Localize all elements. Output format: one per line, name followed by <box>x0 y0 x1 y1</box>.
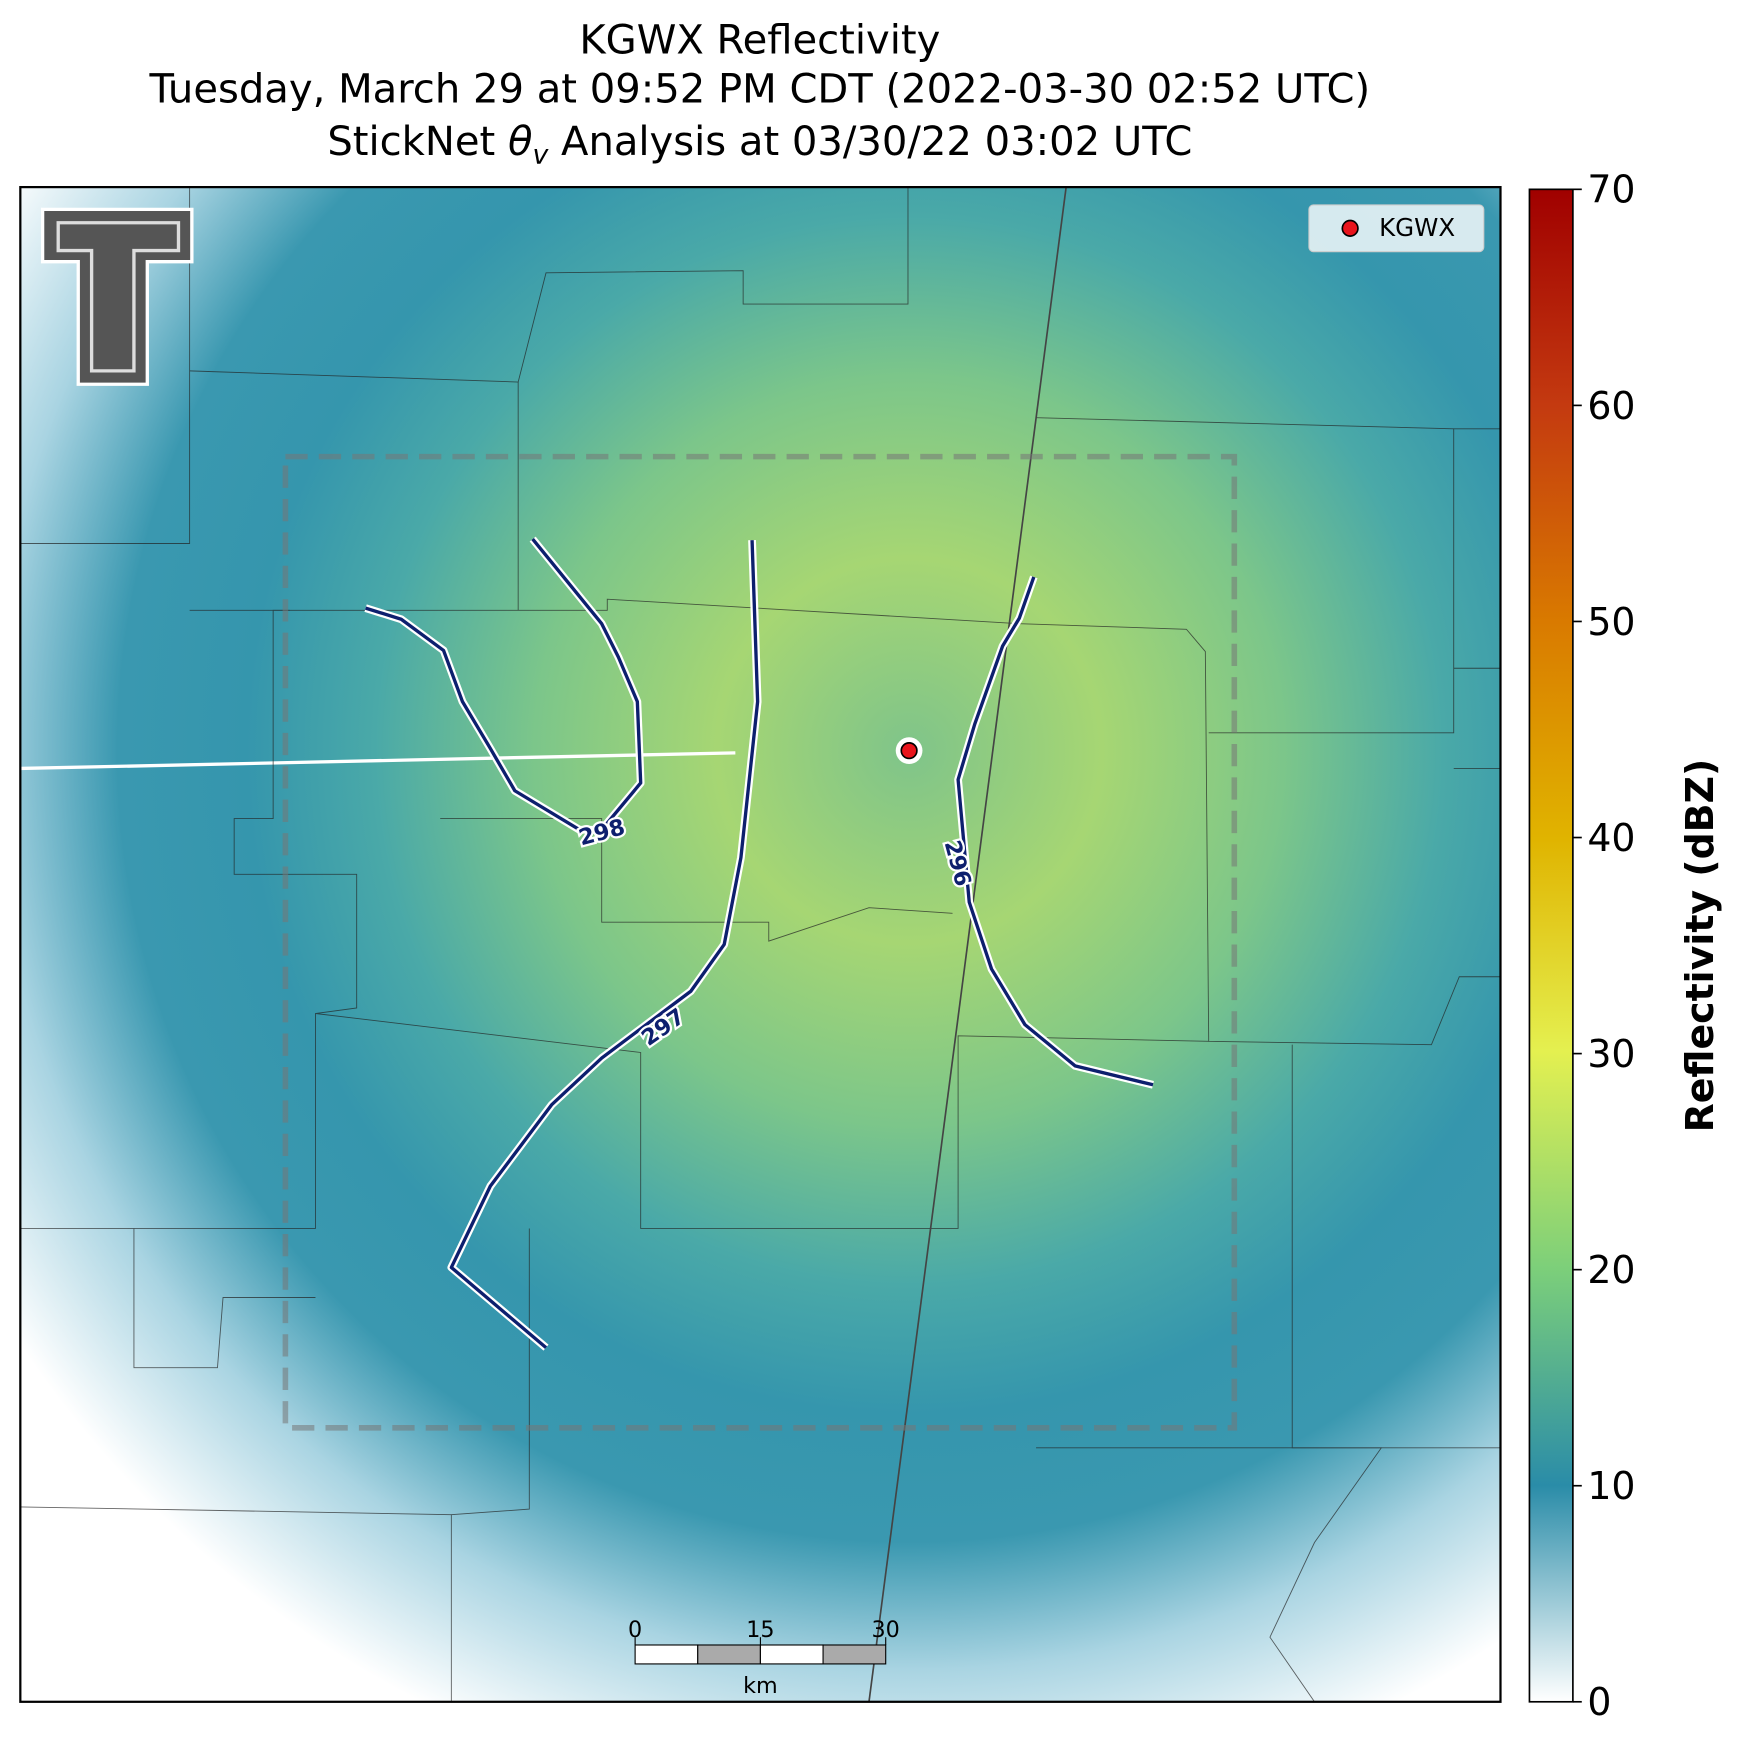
analysis-suffix: Analysis at 03/30/22 03:02 UTC <box>548 119 1192 165</box>
colorbar-tick-label: 70 <box>1587 168 1635 212</box>
analysis-prefix: StickNet <box>327 119 508 165</box>
colorbar-tick-label: 60 <box>1587 384 1635 428</box>
colorbar-tick-label: 20 <box>1587 1248 1635 1292</box>
scale-segment <box>697 1644 761 1665</box>
map-frame <box>19 185 1502 1703</box>
contours <box>364 536 1154 1351</box>
scale-segment <box>822 1644 887 1665</box>
scale-tick-label: 30 <box>872 1617 900 1643</box>
colorbar-tick-label: 30 <box>1587 1032 1635 1076</box>
colorbar-tick-label: 10 <box>1587 1464 1635 1508</box>
beam-blockage <box>20 751 736 771</box>
colorbar-axis: 0 10 20 30 40 50 60 70 <box>1572 168 1636 1724</box>
scale-unit: km <box>743 1673 778 1699</box>
colorbar-tick-label: 50 <box>1587 600 1635 644</box>
title: KGWX Reflectivity <box>579 17 940 63</box>
contour-line <box>449 540 760 1349</box>
county-lines <box>20 187 1501 1702</box>
scale-segment <box>759 1644 824 1665</box>
subtitle: Tuesday, March 29 at 09:52 PM CDT (2022-… <box>149 66 1371 112</box>
analysis-symbol: θ <box>508 119 533 165</box>
contour-line <box>365 537 643 832</box>
radar-site <box>900 742 918 760</box>
colorbar-tick-label: 0 <box>1587 1680 1611 1724</box>
scale-tick-label: 0 <box>628 1617 642 1643</box>
legend-marker <box>1341 219 1359 237</box>
analysis-title: StickNet θv Analysis at 03/30/22 03:02 U… <box>327 119 1192 171</box>
contour-label: 298 <box>576 814 628 851</box>
analysis-domain <box>282 453 1238 1431</box>
contour-line <box>956 576 1154 1087</box>
analysis-subscript: v <box>533 140 550 171</box>
colorbar-label: Reflectivity (dBZ) <box>1678 759 1722 1133</box>
radar-field <box>20 187 1501 1702</box>
logo <box>40 207 194 386</box>
colorbar <box>1528 188 1574 1703</box>
scale-bar: 0 15 30 km <box>628 1617 900 1699</box>
legend: KGWX <box>1308 204 1485 253</box>
highway <box>868 187 1067 1702</box>
legend-label: KGWX <box>1379 213 1455 242</box>
scale-tick-label: 15 <box>746 1617 774 1643</box>
colorbar-tick-label: 40 <box>1587 816 1635 860</box>
scale-segment <box>634 1644 699 1665</box>
legend-box <box>1308 204 1485 253</box>
